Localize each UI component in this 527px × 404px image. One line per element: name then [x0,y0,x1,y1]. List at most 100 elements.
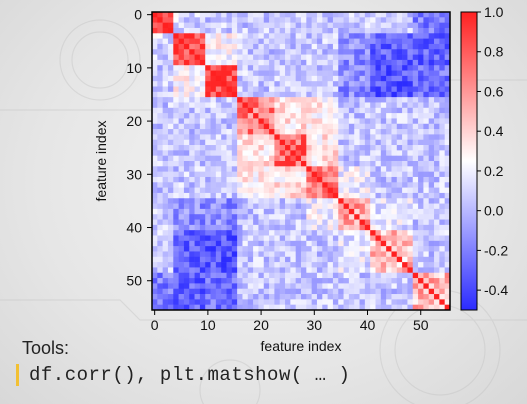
heatmap-cell [242,54,249,61]
heatmap-cell [258,240,265,247]
heatmap-cell [295,203,302,210]
heatmap-cell [343,145,350,151]
heatmap-cell [434,246,440,252]
heatmap-cell [423,166,430,172]
heatmap-cell [343,214,350,220]
heatmap-cell [247,198,254,204]
heatmap-cell [274,262,281,268]
heatmap-cell [199,139,206,146]
heatmap-cell [311,129,318,135]
heatmap-cell [391,155,398,162]
heatmap-cell [183,240,190,247]
heatmap-cell [221,139,227,146]
heatmap-cell [157,17,163,23]
heatmap-cell [290,155,296,162]
heatmap-cell [364,182,371,188]
heatmap-cell [253,256,259,263]
heatmap-cell [354,59,360,66]
heatmap-cell [290,65,296,71]
heatmap-cell [269,86,275,93]
heatmap-cell [428,65,435,71]
heatmap-cell [221,17,227,23]
heatmap-cell [423,129,430,135]
heatmap-cell [258,59,265,66]
heatmap-cell [306,17,312,23]
heatmap-cell [322,187,328,194]
heatmap-cell [434,49,440,55]
heatmap-cell [152,27,158,34]
heatmap-cell [285,107,291,114]
heatmap-cell [269,123,275,130]
heatmap-cell [386,113,392,119]
heatmap-cell [380,102,387,109]
heatmap-cell [189,219,195,226]
heatmap-cell [380,198,387,204]
heatmap-cell [354,224,360,231]
heatmap-cell [428,304,435,311]
heatmap-cell [423,299,430,305]
heatmap-cell [364,102,371,109]
heatmap-cell [269,129,275,135]
heatmap-cell [444,171,451,178]
heatmap-cell [215,102,222,109]
heatmap-cell [173,262,179,268]
heatmap-cell [402,113,408,119]
heatmap-cell [205,102,211,109]
heatmap-cell [316,182,323,188]
heatmap-cell [295,150,302,156]
heatmap-cell [279,155,286,162]
heatmap-cell [295,38,302,45]
heatmap-cell [418,49,424,55]
heatmap-cell [162,230,169,236]
heatmap-cell [364,81,371,87]
heatmap-cell [247,129,254,135]
heatmap-cell [199,150,206,156]
heatmap-cell [306,272,312,279]
heatmap-cell [375,102,382,109]
heatmap-cell [327,81,334,87]
heatmap-cell [396,272,403,279]
heatmap-cell [423,113,430,119]
heatmap-cell [199,97,206,103]
heatmap-cell [327,59,334,66]
heatmap-cell [157,246,163,252]
heatmap-cell [380,38,387,45]
heatmap-cell [269,246,275,252]
heatmap-cell [183,70,190,77]
heatmap-cell [247,230,254,236]
heatmap-cell [380,182,387,188]
heatmap-cell [157,288,163,295]
heatmap-cell [354,198,360,204]
heatmap-cell [173,230,179,236]
heatmap-cell [237,145,243,151]
heatmap-cell [199,224,206,231]
heatmap-cell [348,272,355,279]
heatmap-cell [258,33,265,39]
heatmap-cell [428,294,435,300]
heatmap-cell [348,192,355,199]
heatmap-cell [418,12,424,18]
heatmap-cell [386,102,392,109]
heatmap-cell [295,113,302,119]
heatmap-cell [295,91,302,98]
heatmap-cell [173,38,179,45]
heatmap-cell [444,123,451,130]
heatmap-cell [199,294,206,300]
heatmap-cell [162,107,169,114]
heatmap-cell [242,38,249,45]
heatmap-cell [301,166,307,172]
heatmap-cell [199,171,206,178]
heatmap-cell [380,171,387,178]
heatmap-cell [343,59,350,66]
heatmap-cell [237,86,243,93]
heatmap-cell [380,145,387,151]
heatmap-cell [295,278,302,284]
heatmap-cell [301,38,307,45]
heatmap-cell [348,208,355,215]
heatmap-cell [391,299,398,305]
heatmap-cell [354,102,360,109]
heatmap-cell [311,288,318,295]
heatmap-cell [226,176,233,183]
heatmap-cell [162,224,169,231]
heatmap-cell [407,70,414,77]
